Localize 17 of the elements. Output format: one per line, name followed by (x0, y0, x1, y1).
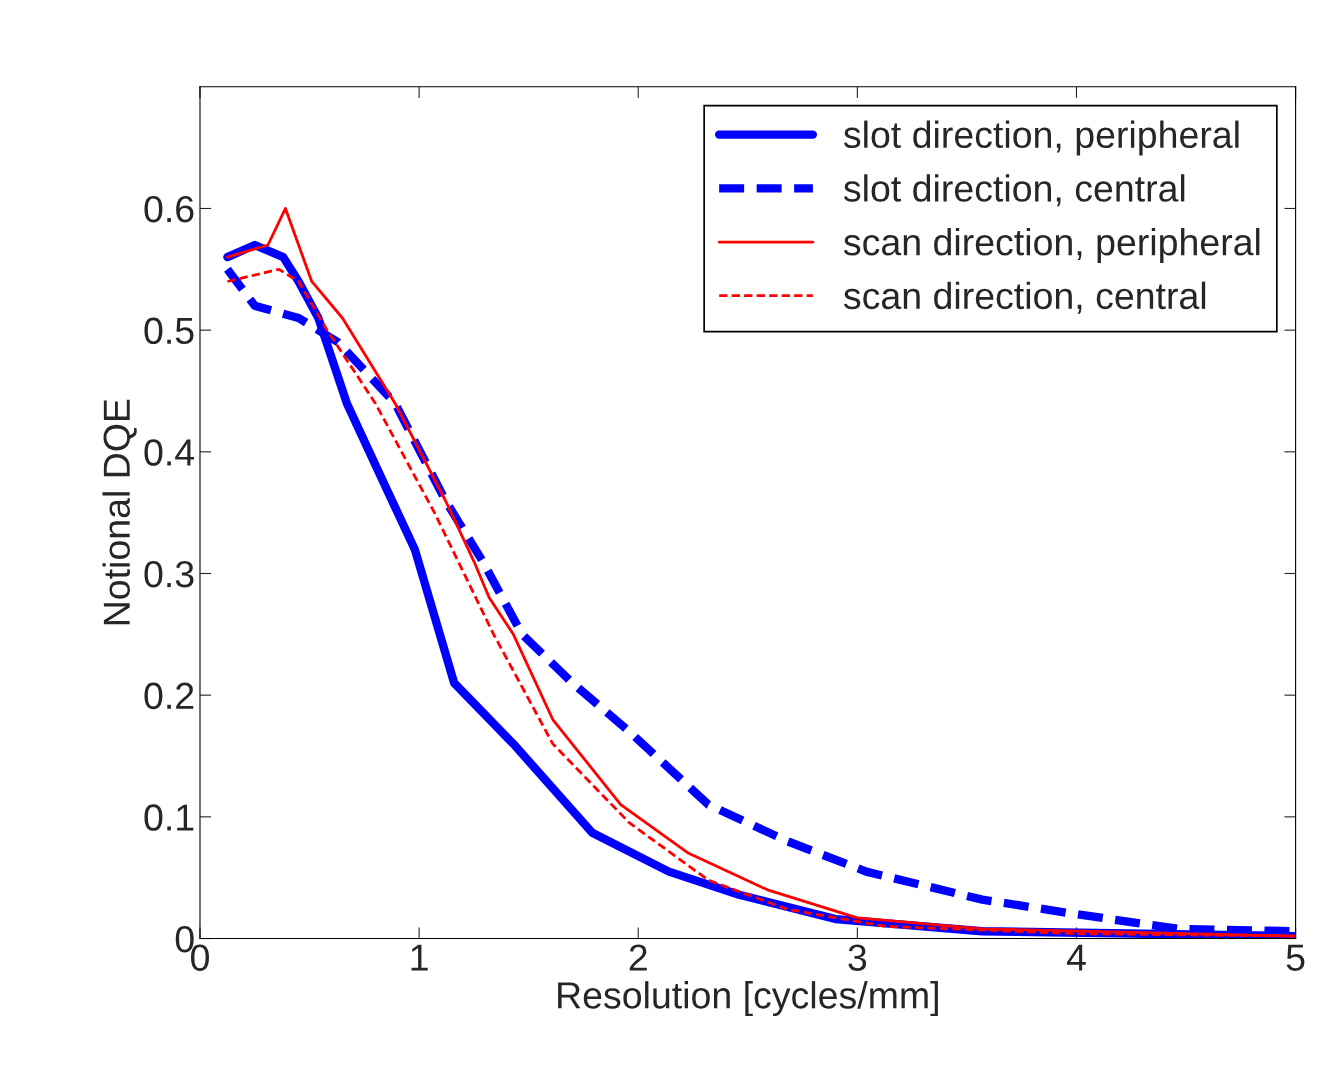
legend-label: scan direction, peripheral (843, 227, 1260, 263)
legend-label: slot direction, central (843, 174, 1185, 207)
x-axis-title: Resolution [cycles/mm] (558, 981, 938, 1017)
y-tick-label: 0.4 (144, 439, 195, 466)
legend-label: slot direction, peripheral (843, 120, 1239, 156)
y-axis-title: Notional DQE (102, 399, 137, 625)
x-tick-label: 5 (1286, 944, 1305, 971)
x-tick-label: 3 (848, 944, 867, 971)
x-tick-label: 4 (1066, 944, 1086, 971)
y-tick-label: 0.2 (144, 682, 194, 710)
legend-label: scan direction, central (843, 281, 1206, 314)
y-tick-label: 0.5 (144, 317, 194, 345)
x-tick-label: 1 (411, 944, 428, 971)
y-tick-label: 0.6 (144, 195, 194, 223)
y-tick-label: 0.3 (144, 560, 194, 588)
x-tick-label: 2 (629, 944, 647, 971)
y-tick-label: 0.1 (144, 804, 194, 831)
